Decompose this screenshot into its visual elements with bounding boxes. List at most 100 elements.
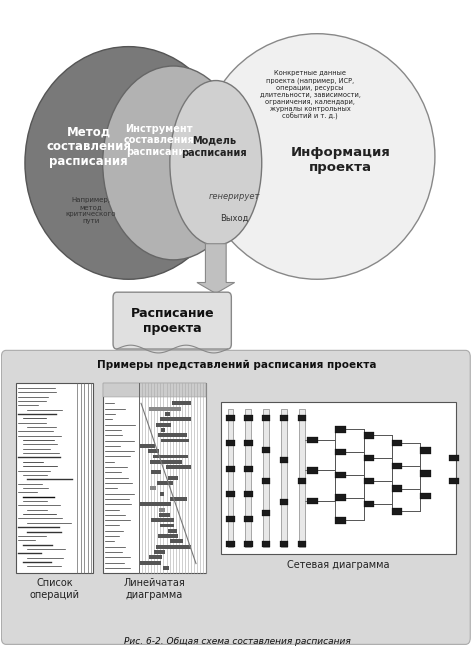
Bar — [262, 447, 271, 452]
Bar — [151, 519, 174, 522]
Bar — [103, 383, 206, 397]
Bar — [154, 550, 165, 554]
Bar — [298, 415, 306, 421]
Bar — [392, 463, 402, 469]
Bar — [147, 449, 159, 453]
Bar — [280, 415, 288, 421]
Bar — [155, 545, 191, 548]
Bar — [280, 458, 288, 463]
Bar — [307, 467, 318, 474]
Bar — [392, 508, 402, 515]
Bar — [262, 510, 271, 515]
Text: Линейчатая
диаграмма: Линейчатая диаграмма — [124, 578, 185, 600]
Bar — [158, 534, 178, 538]
Bar — [246, 408, 251, 548]
Bar — [307, 437, 318, 443]
Bar — [170, 539, 183, 543]
Bar — [420, 493, 431, 500]
Bar — [140, 561, 161, 565]
Bar — [140, 502, 171, 506]
Bar — [264, 408, 269, 548]
Bar — [150, 460, 182, 463]
Bar — [166, 465, 191, 469]
Bar — [336, 449, 346, 456]
Bar — [280, 541, 288, 547]
Text: Примеры представлений расписания проекта: Примеры представлений расписания проекта — [97, 360, 377, 369]
Bar — [160, 492, 164, 496]
Bar — [103, 383, 206, 573]
Bar — [262, 541, 271, 547]
Bar — [262, 415, 271, 421]
Text: Инструмент
составления
расписания: Инструмент составления расписания — [124, 124, 195, 157]
Bar — [244, 441, 253, 447]
FancyBboxPatch shape — [1, 350, 470, 644]
Bar — [226, 491, 235, 496]
Bar — [149, 407, 181, 411]
Text: Информация
проекта: Информация проекта — [291, 146, 391, 174]
Bar — [220, 402, 456, 554]
Bar — [156, 422, 171, 426]
Bar — [299, 408, 305, 548]
Bar — [158, 434, 187, 437]
Bar — [171, 497, 187, 501]
Bar — [226, 441, 235, 447]
Polygon shape — [197, 244, 235, 293]
Bar — [307, 498, 318, 504]
Bar — [172, 401, 191, 405]
Bar — [336, 517, 346, 524]
Bar — [150, 486, 155, 490]
Bar — [165, 412, 170, 416]
Bar — [364, 500, 374, 507]
Ellipse shape — [25, 47, 232, 279]
Bar — [154, 454, 188, 458]
Bar — [16, 383, 93, 573]
Bar — [161, 428, 165, 432]
Ellipse shape — [199, 34, 435, 279]
Bar — [281, 408, 287, 548]
Text: Выход: Выход — [220, 214, 249, 223]
Text: Модель
расписания: Модель расписания — [182, 136, 247, 158]
Bar — [280, 499, 288, 505]
Ellipse shape — [103, 66, 244, 260]
Bar — [420, 447, 431, 454]
Bar — [364, 455, 374, 461]
Bar — [151, 471, 161, 474]
Text: Список
операций: Список операций — [29, 578, 80, 600]
Bar — [140, 444, 155, 448]
Bar — [448, 455, 459, 461]
Ellipse shape — [170, 80, 262, 245]
Bar — [448, 478, 459, 484]
Bar — [392, 485, 402, 492]
Bar — [226, 541, 235, 547]
Bar — [336, 472, 346, 478]
Bar — [159, 513, 170, 517]
FancyBboxPatch shape — [113, 292, 231, 349]
Bar — [336, 495, 346, 501]
Bar — [163, 566, 169, 570]
Bar — [364, 432, 374, 439]
Bar — [244, 516, 253, 522]
Bar — [226, 516, 235, 522]
Bar — [336, 426, 346, 433]
Bar — [160, 417, 191, 421]
Bar — [228, 408, 233, 548]
Text: Расписание
проекта: Расписание проекта — [130, 306, 214, 335]
Bar — [168, 476, 178, 480]
Bar — [159, 508, 164, 511]
Bar — [244, 541, 253, 547]
Bar — [244, 466, 253, 472]
Bar — [420, 470, 431, 476]
Bar — [298, 541, 306, 547]
Text: Например,
метод
критического
пути: Например, метод критического пути — [66, 197, 116, 225]
Bar — [244, 415, 253, 421]
Bar — [168, 529, 177, 533]
Bar — [149, 556, 162, 559]
Text: Рис. 6-2. Общая схема составления расписания: Рис. 6-2. Общая схема составления распис… — [124, 637, 350, 646]
Text: Метод
составления
расписания: Метод составления расписания — [46, 125, 131, 168]
Text: Конкретные данные
проекта (например, ИСР,
операции, ресурсы
длительности, зависи: Конкретные данные проекта (например, ИСР… — [260, 70, 360, 120]
Bar — [298, 478, 306, 484]
Bar — [157, 481, 173, 485]
Bar — [364, 478, 374, 484]
Text: генерирует: генерирует — [209, 192, 260, 201]
Text: Сетевая диаграмма: Сетевая диаграмма — [287, 560, 390, 570]
